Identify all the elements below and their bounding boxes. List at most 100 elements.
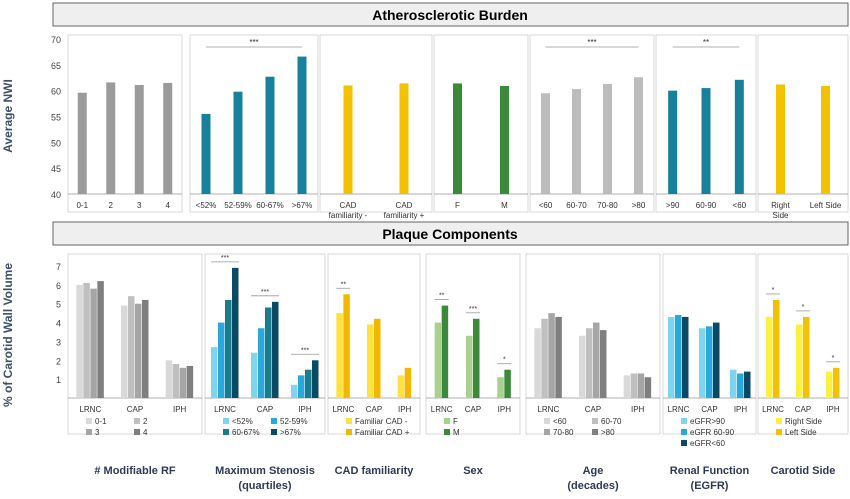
legend-swatch (592, 418, 598, 424)
legend-swatch (681, 440, 687, 446)
top-bar-age-60 (541, 93, 550, 194)
bottom-section-title: Plaque Components (382, 226, 518, 242)
bottom-significance-label: * (772, 287, 775, 294)
bottom-panel-title: Age (583, 465, 604, 477)
legend-swatch (86, 418, 92, 424)
bottom-bar-renal-function-lrnc-egfr-90 (668, 316, 675, 398)
top-y-tick-label: 60 (51, 87, 61, 97)
legend-label: >67% (280, 428, 301, 437)
top-y-axis-title: Average NWI (1, 79, 15, 153)
legend-swatch (776, 418, 782, 424)
bottom-x-tick-label: CAP (257, 405, 273, 414)
top-x-tick-label: 2 (109, 201, 114, 210)
top-bar-maximum-stenosis-52-59 (233, 91, 243, 194)
bottom-bar-age-iph-80 (644, 377, 652, 398)
bottom-bar-sex-iph-m (504, 369, 511, 398)
bottom-significance-label: * (802, 304, 805, 311)
top-x-tick-label: <60 (539, 201, 553, 210)
bottom-bar-age-cap-70-80 (593, 322, 600, 398)
bottom-panel-title: # Modifiable RF (94, 465, 176, 477)
bottom-bar-sex-cap-f (466, 335, 473, 398)
legend-swatch (544, 418, 550, 424)
bottom-bar-maximum-stenosis-lrnc-52 (211, 347, 218, 398)
legend-label: 52-59% (280, 417, 308, 426)
top-x-tick-label: >67% (292, 201, 313, 210)
bottom-bar-modifiable-rf-iph-2 (172, 364, 180, 398)
legend-swatch (223, 429, 229, 435)
bottom-bar-modifiable-rf-iph-3 (179, 367, 187, 398)
legend-label: F (453, 417, 458, 426)
bottom-significance-label: *** (469, 306, 477, 313)
bottom-panel-title: Sex (463, 465, 483, 477)
bottom-x-tick-label: CAP (701, 405, 717, 414)
top-bar-modifiable-rf-2 (106, 82, 116, 194)
top-panel-frame (757, 34, 849, 213)
bottom-bar-maximum-stenosis-cap-52 (251, 352, 258, 398)
bottom-x-tick-label: LRNC (332, 405, 354, 414)
top-bar-renal-function-60-90 (701, 88, 711, 194)
top-x-tick-label: >80 (632, 201, 646, 210)
top-panel-frame (433, 34, 529, 213)
bottom-y-tick-label: 5 (56, 300, 61, 310)
top-y-tick-label: 55 (51, 113, 61, 123)
bottom-x-tick-label: CAP (465, 405, 481, 414)
top-y-tick-label: 65 (51, 61, 61, 71)
bottom-significance-label: ** (439, 293, 445, 300)
bottom-x-tick-label: LRNC (79, 405, 101, 414)
bottom-bar-maximum-stenosis-iph-67 (312, 360, 319, 398)
bottom-bar-carotid-side-cap-left-side (803, 316, 810, 398)
legend-swatch (592, 429, 598, 435)
legend-swatch (444, 418, 450, 424)
legend-label: Right Side (785, 417, 822, 426)
bottom-bar-renal-function-cap-egfr-60 (713, 322, 720, 398)
bottom-panel-subtitle: (EGFR) (691, 480, 729, 492)
top-x-tick-label: >90 (666, 201, 680, 210)
legend-swatch (271, 418, 277, 424)
bottom-bar-sex-cap-m (473, 318, 480, 398)
bottom-significance-label: *** (221, 255, 229, 262)
bottom-y-tick-label: 1 (56, 375, 61, 385)
bottom-bar-age-lrnc-60-70 (541, 318, 548, 398)
bottom-bar-modifiable-rf-cap-4 (142, 299, 149, 398)
legend-label: eGFR<60 (690, 439, 725, 448)
bottom-bar-renal-function-cap-egfr-60-90 (706, 326, 713, 398)
legend-label: 2 (143, 417, 148, 426)
legend-swatch (444, 429, 450, 435)
legend-swatch (134, 418, 140, 424)
bottom-bar-renal-function-cap-egfr-90 (699, 328, 706, 398)
bottom-significance-label: * (832, 355, 835, 362)
top-bar-modifiable-rf-4 (163, 82, 173, 194)
top-panel-frame (529, 34, 655, 213)
bottom-bar-carotid-side-cap-right-side (796, 324, 803, 398)
top-bar-renal-function-60 (734, 79, 744, 194)
bottom-panel-title: Maximum Stenosis (215, 465, 315, 477)
bottom-panel-frame (327, 253, 421, 435)
bottom-x-tick-label: CAP (127, 405, 143, 414)
bottom-bar-modifiable-rf-lrnc-2 (83, 282, 90, 398)
top-x-tick-label: CAD familiarity - (329, 201, 368, 220)
bottom-x-tick-label: IPH (631, 405, 645, 414)
bottom-bar-cad-familiarity-cap-familiar-cad (367, 324, 374, 398)
bottom-bar-maximum-stenosis-lrnc-60-67 (225, 299, 232, 398)
bottom-chart: 1 2 3 4 5 6 7 LRNC CAP IPH 0-1 2 3 4 # Modifiable RF LR… (56, 253, 849, 492)
legend-label: 70-80 (553, 428, 574, 437)
top-x-tick-label: Right Side (771, 201, 790, 220)
bottom-bar-sex-lrnc-f (434, 322, 442, 398)
top-bar-cad-familiarity-cad-familiarity (399, 83, 409, 194)
bottom-bar-carotid-side-iph-right-side (826, 371, 833, 398)
bottom-section-header: Plaque Components (52, 221, 849, 246)
top-x-tick-label: 60-67% (256, 201, 284, 210)
bottom-x-tick-label: CAP (366, 405, 382, 414)
bottom-bar-age-lrnc-80 (555, 316, 562, 398)
legend-swatch (346, 429, 352, 435)
top-bar-maximum-stenosis-52 (201, 113, 211, 194)
bottom-bar-modifiable-rf-lrnc-4 (97, 281, 104, 398)
legend-label: <60 (553, 417, 567, 426)
top-panel-frame (319, 34, 433, 213)
bottom-panel-title: Renal Function (670, 465, 750, 477)
bottom-x-tick-label: LRNC (537, 405, 559, 414)
bottom-bar-maximum-stenosis-iph-52 (291, 384, 298, 398)
bottom-bar-maximum-stenosis-iph-60-67 (305, 369, 312, 398)
bottom-bar-modifiable-rf-cap-3 (135, 303, 142, 398)
legend-label: 60-70 (601, 417, 622, 426)
